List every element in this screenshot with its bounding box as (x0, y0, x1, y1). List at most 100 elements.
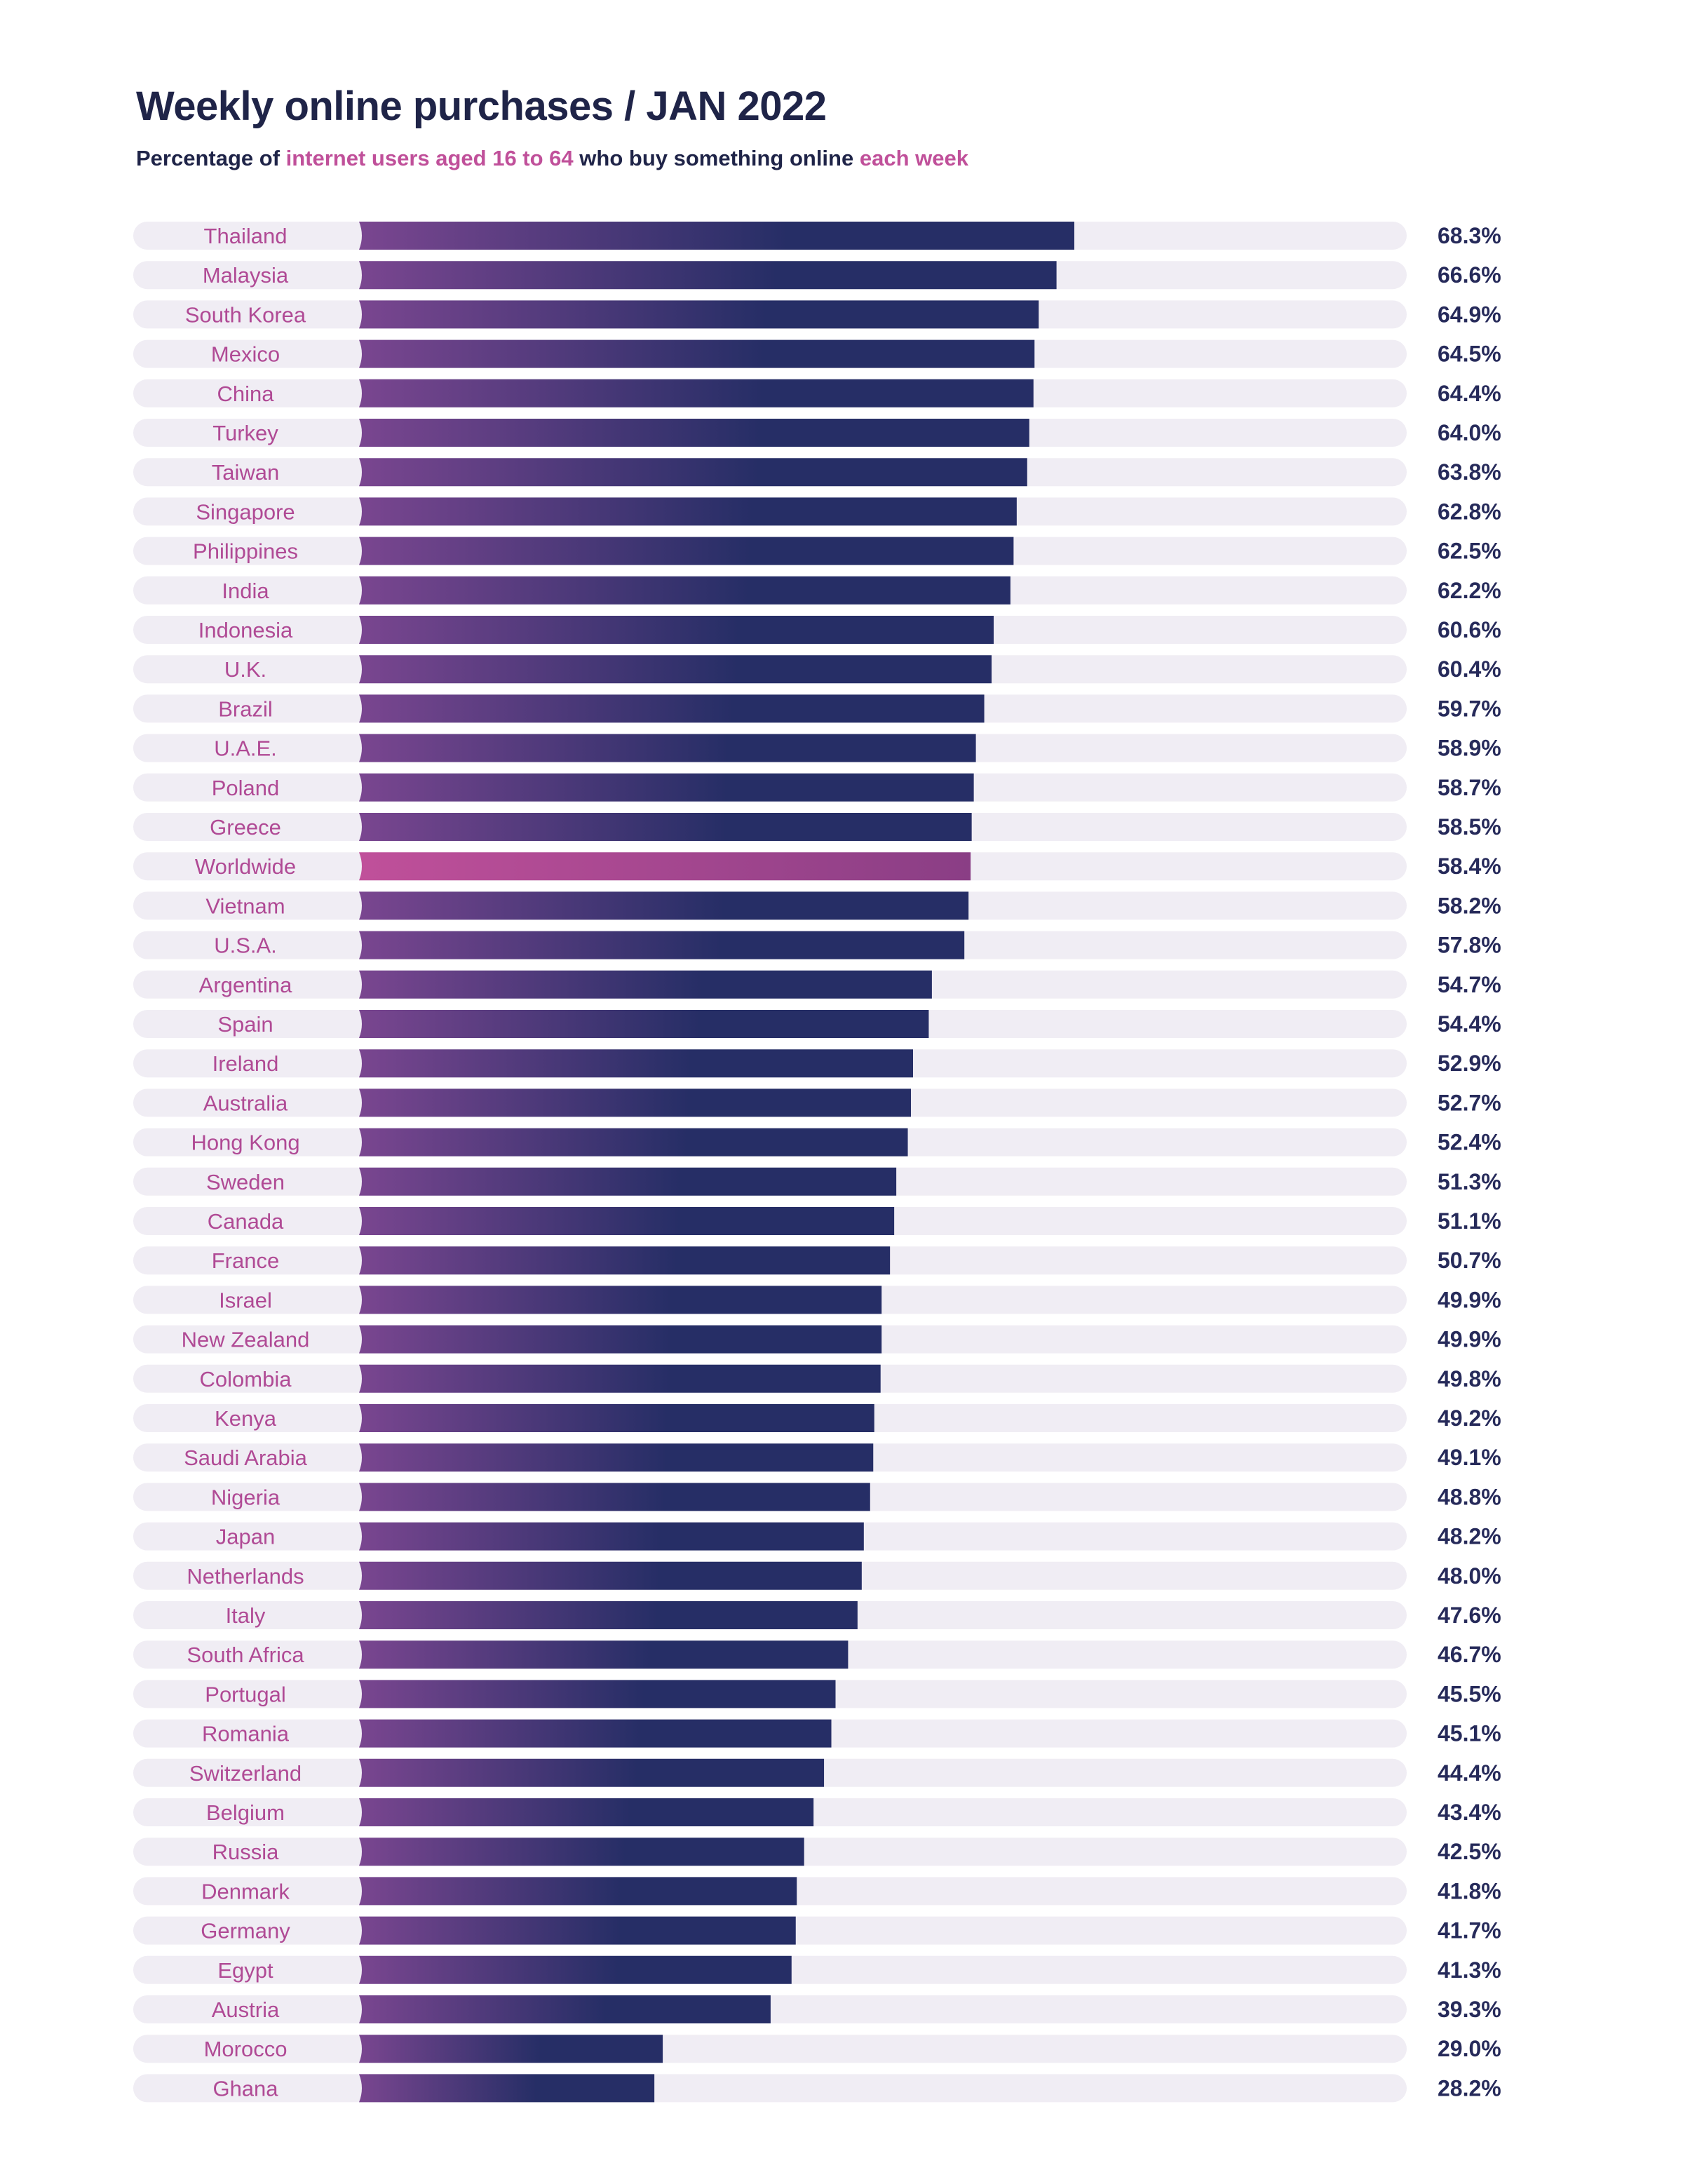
bar (359, 1049, 914, 1078)
bar-row: India 62.2% (133, 576, 1501, 605)
category-label: Nigeria (211, 1485, 280, 1509)
category-label: India (222, 579, 269, 603)
bar-row: Brazil 59.7% (133, 694, 1501, 723)
bar-highlight (359, 852, 971, 881)
bar (359, 1838, 804, 1866)
bar-row: Indonesia 60.6% (133, 616, 1501, 644)
bar-row: Poland 58.7% (133, 773, 1501, 802)
bar-row: Morocco 29.0% (133, 2035, 1501, 2063)
bar (359, 222, 1074, 250)
category-label: Turkey (212, 421, 278, 445)
category-label: China (217, 382, 275, 406)
bar-row: Portugal 45.5% (133, 1680, 1501, 1708)
value-label: 48.0% (1438, 1563, 1501, 1589)
bar (359, 1325, 882, 1354)
value-label: 60.4% (1438, 656, 1501, 682)
bar (359, 576, 1011, 605)
bar-row: Saudi Arabia 49.1% (133, 1443, 1501, 1472)
bar-row: Belgium 43.4% (133, 1798, 1501, 1826)
category-label: Brazil (218, 696, 273, 721)
bar-row: Japan 48.2% (133, 1522, 1501, 1551)
bar-row: Romania 45.1% (133, 1719, 1501, 1748)
bar-row: Sweden 51.3% (133, 1167, 1501, 1196)
bar (359, 537, 1014, 565)
value-label: 46.7% (1438, 1642, 1501, 1667)
bar-row: Denmark 41.8% (133, 1877, 1501, 1906)
value-label: 54.7% (1438, 972, 1501, 997)
bar (359, 1286, 882, 1314)
value-label: 64.0% (1438, 420, 1501, 445)
bar (359, 694, 985, 723)
bar-row: Hong Kong 52.4% (133, 1128, 1501, 1157)
bar-row: Australia 52.7% (133, 1088, 1501, 1117)
bar-row: Nigeria 48.8% (133, 1483, 1501, 1511)
value-label: 60.6% (1438, 617, 1501, 642)
bar (359, 1680, 836, 1708)
bar-row: Russia 42.5% (133, 1838, 1501, 1866)
value-label: 58.7% (1438, 775, 1501, 800)
value-label: 29.0% (1438, 2036, 1501, 2061)
bar (359, 1561, 862, 1590)
bar (359, 1207, 895, 1235)
category-label: Malaysia (203, 263, 289, 288)
value-label: 52.7% (1438, 1090, 1501, 1115)
bar (359, 2074, 655, 2103)
bar (359, 1955, 792, 1984)
category-label: Greece (210, 815, 281, 840)
bar-row: Israel 49.9% (133, 1286, 1501, 1314)
category-label: France (212, 1248, 279, 1273)
bar (359, 931, 965, 959)
bar-row: Vietnam 58.2% (133, 891, 1501, 920)
value-label: 51.3% (1438, 1169, 1501, 1194)
bar-row: Kenya 49.2% (133, 1404, 1501, 1432)
category-label: Portugal (205, 1682, 285, 1706)
category-label: South Korea (185, 302, 306, 327)
value-label: 66.6% (1438, 262, 1501, 288)
bar-row: Taiwan 63.8% (133, 458, 1501, 487)
bar-track (133, 2074, 1407, 2103)
value-label: 62.8% (1438, 499, 1501, 524)
category-label: Netherlands (187, 1564, 304, 1589)
bar (359, 1758, 825, 1787)
bar (359, 1167, 897, 1196)
category-label: Japan (216, 1525, 275, 1549)
bar (359, 1995, 771, 2023)
bar (359, 616, 994, 644)
bar-row: Ghana 28.2% (133, 2074, 1501, 2103)
subtitle-part: Percentage of (136, 146, 286, 170)
bar-row: Philippines 62.5% (133, 537, 1501, 565)
subtitle-highlight: internet users aged 16 to 64 (285, 146, 574, 170)
bar (359, 813, 972, 841)
bar-row: New Zealand 49.9% (133, 1325, 1501, 1354)
bar (359, 891, 969, 920)
bar (359, 419, 1029, 447)
bar-row: Colombia 49.8% (133, 1364, 1501, 1393)
value-label: 47.6% (1438, 1603, 1501, 1628)
value-label: 39.3% (1438, 1997, 1501, 2022)
subtitle-highlight: each week (859, 146, 968, 170)
category-label: Argentina (199, 973, 292, 997)
bar-row: U.K. 60.4% (133, 655, 1501, 684)
value-label: 62.5% (1438, 539, 1501, 564)
value-label: 41.3% (1438, 1957, 1501, 1983)
bar-row: China 64.4% (133, 379, 1501, 407)
bar-row: Ireland 52.9% (133, 1049, 1501, 1078)
bar-row: Mexico 64.5% (133, 339, 1501, 368)
bar-row: U.A.E. 58.9% (133, 734, 1501, 762)
category-label: Mexico (211, 342, 280, 367)
bar-row: Egypt 41.3% (133, 1955, 1501, 1984)
bar-row: Spain 54.4% (133, 1010, 1501, 1038)
value-label: 45.5% (1438, 1681, 1501, 1706)
bar-track (133, 2035, 1407, 2063)
category-label: Denmark (201, 1879, 290, 1903)
bar-row: U.S.A. 57.8% (133, 931, 1501, 959)
value-label: 51.1% (1438, 1208, 1501, 1234)
category-label: Morocco (204, 2037, 288, 2061)
category-label: Colombia (200, 1367, 292, 1391)
category-label: Switzerland (189, 1761, 302, 1786)
value-label: 58.5% (1438, 814, 1501, 840)
category-label: Ireland (212, 1051, 279, 1076)
category-label: Poland (212, 776, 280, 800)
category-label: Indonesia (198, 618, 293, 642)
category-label: Hong Kong (191, 1131, 299, 1155)
